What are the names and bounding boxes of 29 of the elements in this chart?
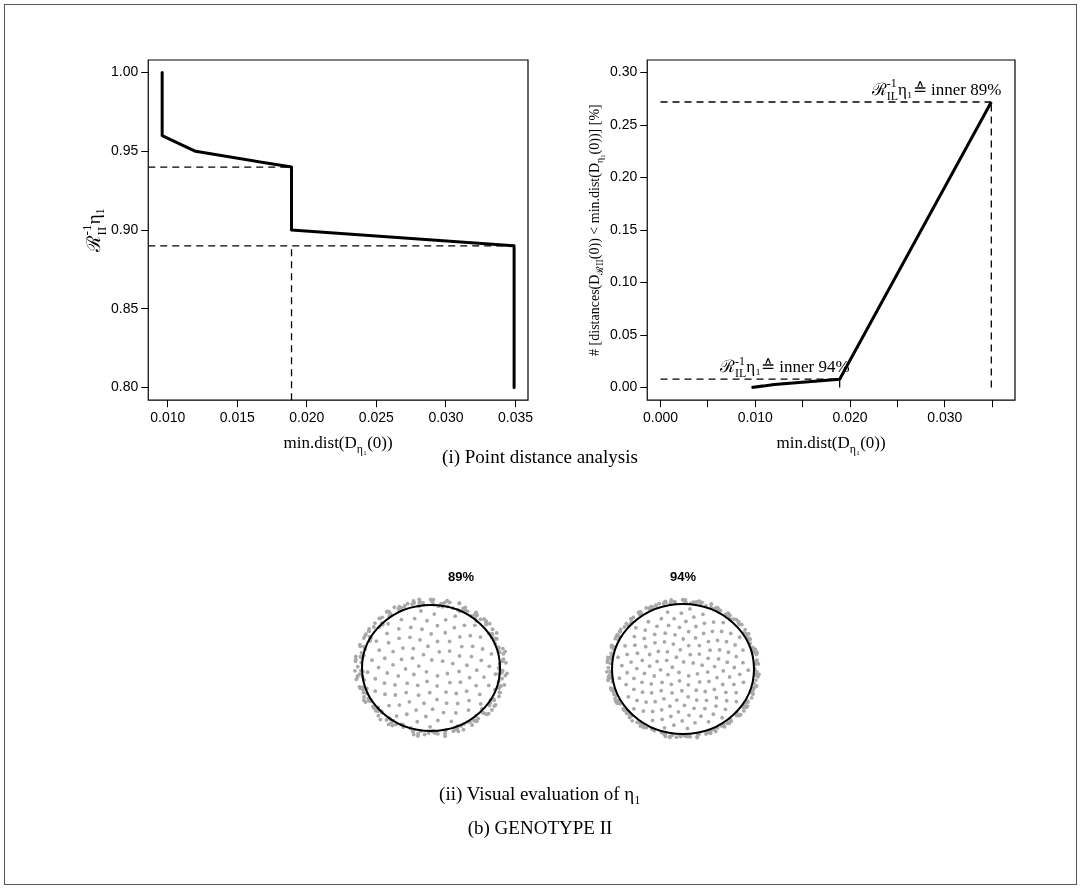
y-tick-label: 0.95 — [111, 142, 139, 159]
text: (ii) Visual evaluation of η₁ — [439, 783, 641, 805]
y-tick-label: 0.30 — [610, 63, 638, 80]
y-tick-label: 0.85 — [111, 299, 139, 316]
y-tick-label: 0.05 — [610, 325, 638, 342]
x-tick-label: 0.030 — [927, 409, 963, 426]
x-tick-label: 0.010 — [737, 409, 774, 426]
y-tick-label: 0.25 — [610, 115, 638, 132]
x-tick-label: 0.030 — [428, 409, 464, 426]
y-axis-title: # [distances(DℛII(0)) < min.dist(Dη₁(0))] [%] — [587, 104, 606, 356]
y-tick-label: 0.10 — [610, 273, 638, 290]
y-tick-label: 0.80 — [111, 378, 139, 395]
x-tick-label: 0.010 — [150, 409, 186, 426]
text: (i) Point distance analysis — [442, 446, 638, 468]
x-tick-label: 0.025 — [358, 409, 395, 426]
y-tick-label: 0.00 — [610, 378, 638, 395]
text: (b) GENOTYPE II — [467, 817, 613, 839]
x-tick-label: 0.035 — [497, 409, 534, 426]
y-tick-label: 0.20 — [610, 168, 638, 185]
x-tick-label: 0.015 — [219, 409, 255, 426]
y-tick-label: 0.90 — [111, 220, 139, 237]
y-tick-label: 1.00 — [111, 63, 139, 80]
x-tick-label: 0.020 — [832, 409, 868, 426]
y-axis-title: ℛ-1IIη₁ — [79, 207, 109, 254]
y-tick-label: 0.15 — [610, 220, 638, 237]
x-tick-label: 0.000 — [642, 409, 679, 426]
x-tick-label: 0.020 — [289, 409, 325, 426]
text: 89% — [447, 569, 475, 584]
text: 94% — [669, 569, 697, 584]
